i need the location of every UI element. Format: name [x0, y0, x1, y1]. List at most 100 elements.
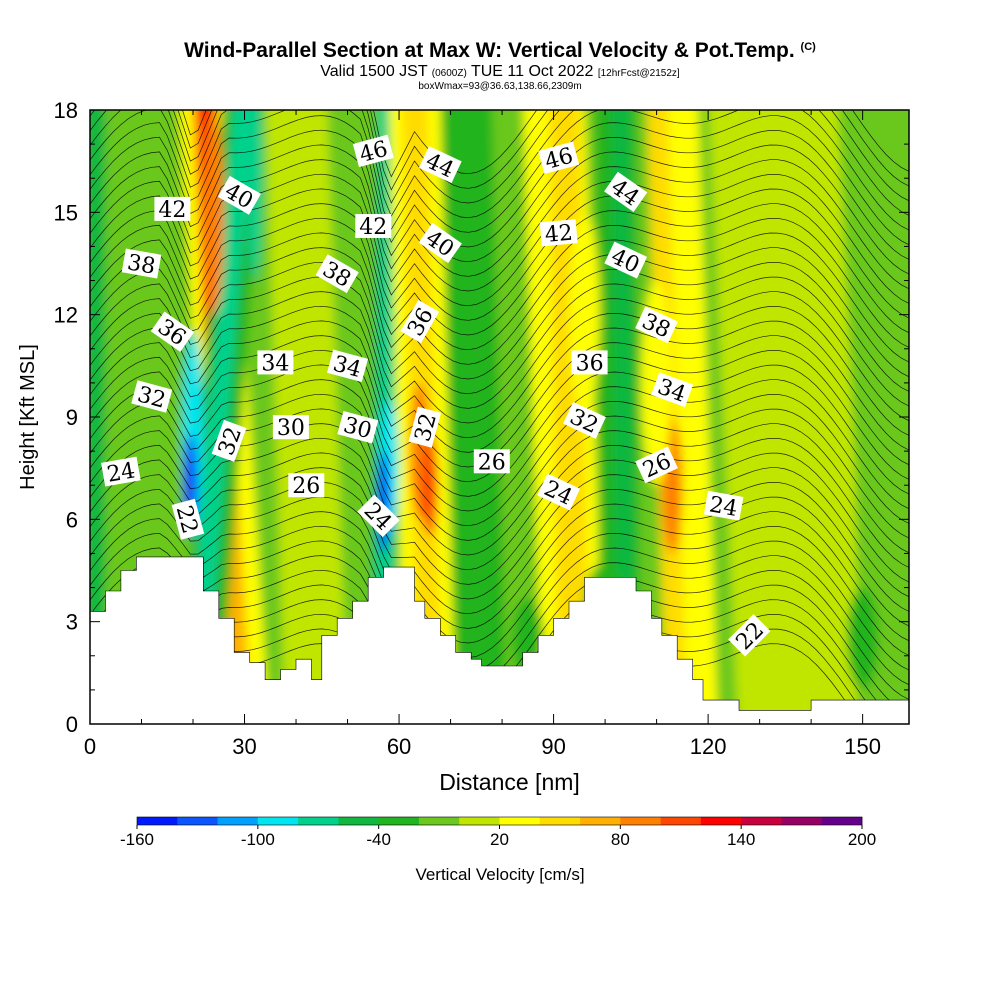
colorbar-tick-label: 140: [727, 830, 755, 849]
isentrope-label-box: [355, 214, 392, 238]
copyright-mark: (C): [800, 41, 816, 53]
isentrope-label-box: [635, 446, 678, 484]
isentrope-label-box: [571, 350, 608, 375]
isentrope-label: 32: [131, 380, 173, 414]
x-tick-label: 120: [690, 734, 727, 759]
isentrope-label-box: [121, 248, 162, 279]
isentrope-label-box: [604, 171, 648, 213]
valid-prefix: Valid 1500 JST: [320, 63, 428, 80]
isentrope-label-box: [408, 406, 442, 448]
valid-date: TUE 11 Oct 2022: [470, 63, 594, 80]
isentrope-label-box: [217, 175, 261, 215]
chart-header: Wind-Parallel Section at Max W: Vertical…: [0, 34, 1000, 92]
y-tick-label: 12: [54, 303, 78, 328]
colorbar-label: Vertical Velocity [cm/s]: [415, 865, 584, 884]
isentrope-label-box: [150, 311, 195, 352]
isentrope-label-box: [604, 241, 648, 279]
x-tick-label: 0: [84, 734, 96, 759]
isentrope-label-text: 24: [707, 492, 739, 521]
colorbar-tick-label: 20: [490, 830, 509, 849]
colorbar-tick-label: -160: [120, 830, 154, 849]
isentrope-label: 42: [154, 196, 191, 223]
x-axis-label: Distance [nm]: [439, 769, 580, 795]
isentrope-label-box: [315, 254, 359, 294]
chart-title-text: Wind-Parallel Section at Max W: Vertical…: [184, 39, 795, 62]
x-tick-label: 150: [844, 734, 881, 759]
isentrope-label-box: [537, 473, 581, 511]
colorbar-segment: [257, 817, 299, 825]
isentrope-label-box: [272, 415, 309, 440]
isentrope-label-box: [539, 219, 578, 247]
forecast-info: [12hrFcst@2152z]: [597, 68, 680, 79]
y-tick-label: 0: [66, 712, 78, 737]
isentrope-label-box: [154, 196, 191, 221]
isentrope-label: 46: [538, 141, 580, 175]
x-tick-label: 60: [387, 734, 411, 759]
x-tick-label: 30: [232, 734, 256, 759]
colorbar-segment: [378, 817, 420, 825]
isentrope-label-box: [400, 299, 440, 344]
isentrope-label: 26: [288, 473, 325, 499]
isentrope-label-text: 36: [576, 351, 604, 376]
x-tick-label: 90: [541, 734, 565, 759]
isentrope-label-box: [288, 473, 325, 498]
isentrope-label-box: [327, 349, 368, 383]
y-axis-label: Height [Kft MSL]: [17, 344, 39, 490]
colorbar-segment: [660, 817, 702, 825]
isentrope-label-text: 30: [277, 416, 305, 441]
colorbar-segment: [741, 817, 782, 825]
isentrope-label-text: 42: [359, 215, 387, 240]
colorbar-tick-label: -100: [241, 830, 275, 849]
colorbar-segment: [217, 817, 259, 825]
isentrope-label-text: 38: [125, 250, 157, 279]
isentrope-label-box: [473, 449, 510, 474]
y-tick-label: 3: [66, 610, 78, 635]
colorbar-segment: [499, 817, 541, 825]
colorbar-segment: [418, 817, 460, 825]
isentrope-label-box: [131, 380, 173, 413]
isentrope-label-box: [418, 146, 462, 184]
chart-title: Wind-Parallel Section at Max W: Vertical…: [0, 34, 1000, 64]
isentrope-label: 24: [101, 456, 141, 488]
colorbar-segment: [580, 817, 621, 825]
isentrope-label: 42: [355, 214, 392, 240]
colorbar: -160 -100 -40 20 80 140 200 Vertical Velocity […: [120, 816, 876, 884]
y-tick-label: 6: [66, 507, 78, 532]
isentrope-label: 30: [337, 410, 379, 444]
isentrope-label-box: [257, 350, 294, 375]
colorbar-segment: [781, 817, 823, 825]
isentrope-label-box: [703, 490, 744, 521]
isentrope-label: 30: [272, 415, 309, 441]
isentrope-label: 24: [703, 490, 744, 522]
isentrope-label-text: 42: [544, 221, 574, 248]
isentrope-label-box: [651, 372, 694, 408]
colorbar-segment: [620, 817, 661, 825]
isentrope-label: 34: [257, 350, 294, 376]
isentrope-label-text: 26: [292, 474, 320, 499]
colorbar-tick-label: -40: [366, 830, 391, 849]
colorbar-segment: [137, 817, 178, 825]
y-tick-label: 9: [66, 405, 78, 430]
isentrope-label-text: 34: [261, 351, 289, 376]
isentrope-label-box: [357, 494, 400, 538]
colorbar-segment: [821, 817, 863, 825]
colorbar-tick-label: 80: [611, 830, 630, 849]
isentrope-label-box: [171, 498, 205, 540]
isentrope-label: 42: [539, 219, 578, 248]
valid-utc: (0600Z): [431, 68, 467, 79]
terrain-mask: [89, 556, 910, 725]
colorbar-segment: [459, 817, 500, 825]
isentrope-label-box: [635, 306, 678, 344]
velocity-field: [90, 110, 909, 724]
isentrope-label: 38: [121, 248, 162, 280]
isentrope-label: 26: [473, 449, 510, 475]
isentrope-label: 36: [571, 350, 608, 376]
colorbar-tick-label: 200: [848, 830, 876, 849]
isentrope-label-box: [538, 141, 580, 175]
isentrope-label-box: [563, 401, 606, 439]
isentrope-label-text: 42: [158, 198, 186, 223]
isentrope-label-box: [418, 222, 462, 264]
isentrope-label-box: [211, 419, 247, 462]
